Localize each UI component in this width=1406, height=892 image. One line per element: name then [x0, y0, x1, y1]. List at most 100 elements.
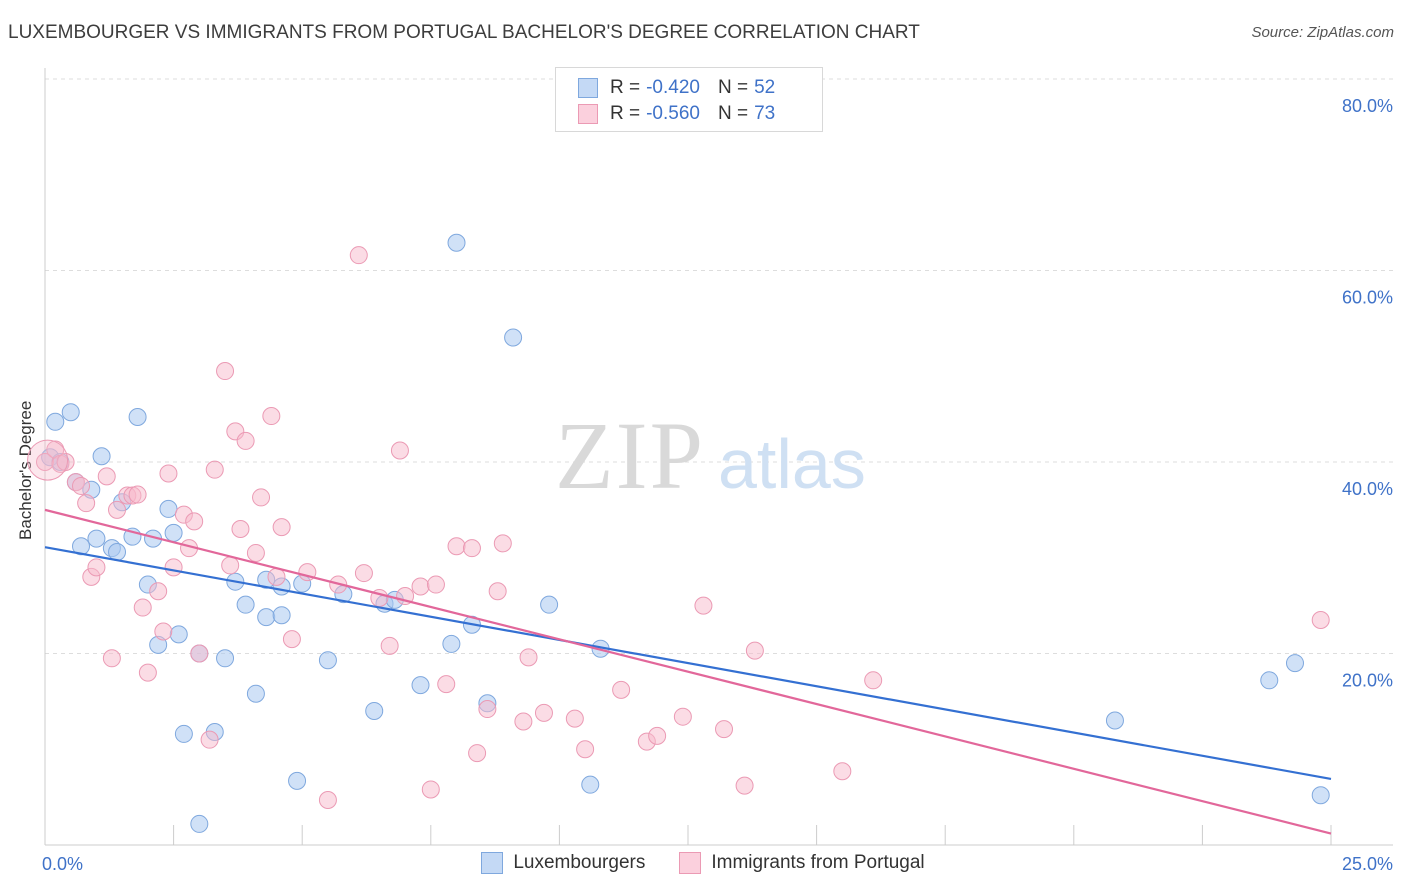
data-point-portugal: [318, 790, 337, 809]
x-tick-label: 25.0%: [1342, 854, 1393, 874]
watermark: ZIP atlas: [555, 402, 866, 509]
data-point-portugal: [468, 744, 487, 763]
data-point-luxembourgers: [61, 403, 80, 422]
data-point-luxembourgers: [174, 724, 193, 743]
data-point-portugal: [576, 740, 595, 759]
data-point-portugal: [833, 762, 852, 781]
series-portugal-points: [27, 246, 1330, 809]
data-point-portugal: [354, 564, 373, 583]
y-tick-label: 40.0%: [1342, 479, 1393, 499]
data-point-portugal: [267, 567, 286, 586]
data-point-luxembourgers: [257, 608, 276, 627]
data-point-portugal: [164, 558, 183, 577]
data-point-portugal: [200, 730, 219, 749]
data-point-luxembourgers: [442, 634, 461, 653]
n-label: N =: [717, 77, 749, 98]
chart-title: LUXEMBOURGER VS IMMIGRANTS FROM PORTUGAL…: [8, 22, 920, 43]
n-value: 73: [754, 103, 776, 124]
legend-item-luxembourgers[interactable]: Luxembourgers: [481, 852, 645, 874]
data-point-portugal: [231, 520, 250, 539]
data-point-luxembourgers: [128, 407, 147, 426]
source-label: Source: ZipAtlas.com: [1251, 24, 1394, 41]
legend-swatch-portugal: [679, 852, 702, 874]
data-point-luxembourgers: [164, 523, 183, 542]
grid-lines: [45, 78, 1393, 654]
data-point-portugal: [349, 246, 368, 265]
watermark-zip: ZIP: [555, 402, 705, 509]
data-point-luxembourgers: [92, 447, 111, 466]
stats-row-luxembourgers: R = -0.420 N = 52: [578, 76, 775, 100]
data-point-portugal: [108, 500, 127, 519]
data-point-luxembourgers: [1105, 711, 1124, 730]
data-point-portugal: [149, 582, 168, 601]
data-point-portugal: [735, 776, 754, 795]
watermark-atlas: atlas: [718, 425, 866, 503]
data-point-portugal: [411, 577, 430, 596]
data-point-portugal: [282, 630, 301, 649]
data-point-portugal: [159, 464, 178, 483]
data-point-portugal: [673, 707, 692, 726]
data-point-portugal: [864, 671, 883, 690]
data-point-luxembourgers: [504, 328, 523, 347]
data-point-portugal: [612, 680, 631, 699]
data-point-luxembourgers: [190, 814, 209, 833]
r-label: R =: [610, 77, 641, 98]
y-tick-label: 60.0%: [1342, 288, 1393, 308]
data-point-portugal: [221, 556, 240, 575]
data-point-portugal: [154, 622, 173, 641]
data-point-portugal: [216, 362, 235, 381]
data-point-luxembourgers: [159, 499, 178, 518]
data-point-portugal: [133, 598, 152, 617]
data-point-portugal: [390, 441, 409, 460]
data-point-luxembourgers: [581, 775, 600, 794]
n-value: 52: [754, 77, 776, 98]
data-point-portugal: [56, 453, 75, 471]
data-point-luxembourgers: [169, 625, 188, 644]
data-point-portugal: [380, 636, 399, 655]
data-point-luxembourgers: [411, 676, 430, 695]
swatch-portugal: [578, 104, 598, 124]
data-point-portugal: [534, 703, 553, 722]
data-point-portugal: [437, 675, 456, 694]
y-tick-label: 20.0%: [1342, 671, 1393, 691]
r-value: -0.420: [646, 77, 700, 98]
data-point-portugal: [715, 720, 734, 739]
swatch-luxembourgers: [578, 78, 598, 98]
legend-item-portugal[interactable]: Immigrants from Portugal: [679, 852, 925, 874]
data-point-portugal: [205, 460, 224, 479]
series-legend: Luxembourgers Immigrants from Portugal: [0, 852, 1406, 874]
trend-lines: [44, 508, 1332, 835]
data-point-portugal: [514, 712, 533, 731]
tick-labels: 20.0% 40.0% 60.0% 80.0% 0.0% 25.0%: [42, 96, 1393, 874]
data-point-portugal: [87, 558, 106, 577]
data-point-portugal: [102, 649, 121, 668]
data-point-luxembourgers: [236, 595, 255, 614]
stats-legend: R = -0.420 N = 52 R = -0.560 N = 73: [555, 67, 823, 132]
data-point-portugal: [694, 596, 713, 615]
legend-swatch-luxembourgers: [481, 852, 504, 874]
data-point-portugal: [185, 512, 204, 531]
data-point-portugal: [262, 407, 281, 426]
r-label: R =: [610, 103, 641, 124]
data-point-luxembourgers: [216, 649, 235, 668]
data-point-portugal: [236, 431, 255, 450]
data-point-portugal: [421, 780, 440, 799]
data-point-portugal: [138, 663, 157, 682]
data-point-portugal: [478, 700, 497, 719]
data-point-luxembourgers: [1260, 671, 1279, 690]
legend-label-portugal: Immigrants from Portugal: [711, 852, 925, 873]
data-point-portugal: [493, 534, 512, 553]
n-label: N =: [717, 103, 749, 124]
stats-row-portugal: R = -0.560 N = 73: [578, 102, 775, 126]
data-point-luxembourgers: [1311, 786, 1330, 805]
data-point-luxembourgers: [447, 233, 466, 252]
data-point-portugal: [462, 539, 481, 558]
data-point-portugal: [447, 537, 466, 556]
data-point-luxembourgers: [288, 771, 307, 790]
data-point-portugal: [128, 485, 147, 504]
trend-line-luxembourgers: [44, 546, 1332, 781]
data-point-portugal: [272, 518, 291, 537]
data-point-luxembourgers: [540, 595, 559, 614]
data-point-luxembourgers: [365, 701, 384, 720]
